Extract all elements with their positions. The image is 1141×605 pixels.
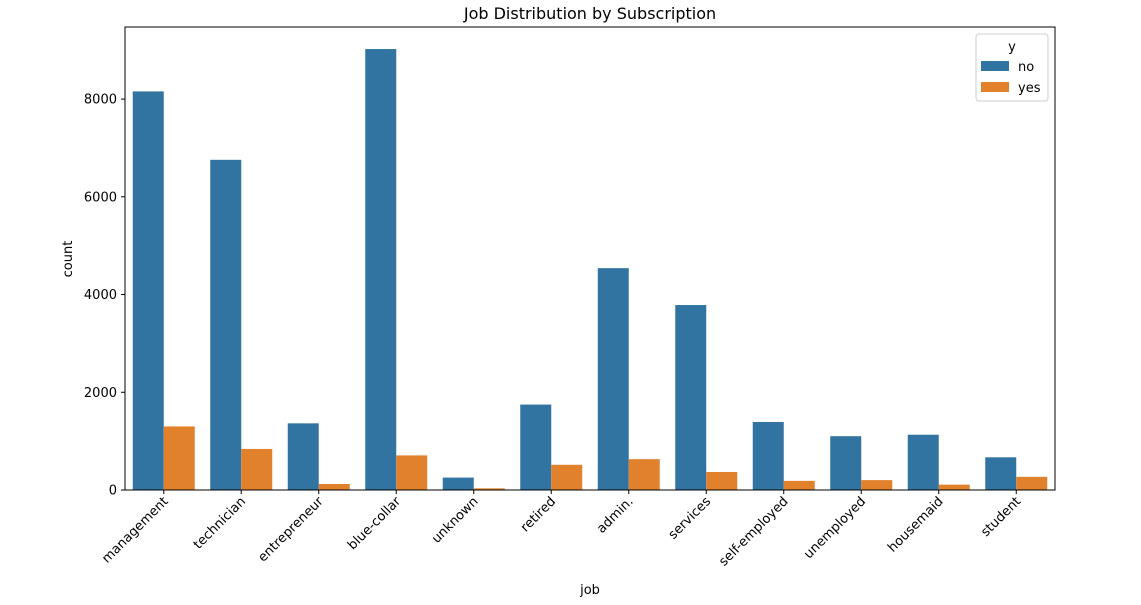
x-tick-label: student <box>978 494 1024 540</box>
bar-housemaid-yes <box>938 484 970 490</box>
legend-title: y <box>1008 40 1016 55</box>
bar-retired-no <box>520 404 552 490</box>
legend-label-yes: yes <box>1018 81 1041 96</box>
x-tick-label: unknown <box>429 494 481 546</box>
x-tick-label: unemployed <box>801 494 869 562</box>
y-tick-label: 8000 <box>84 93 117 108</box>
x-axis-label: job <box>579 583 600 598</box>
y-tick-label: 2000 <box>84 386 117 401</box>
y-tick-label: 6000 <box>84 190 117 205</box>
bar-group <box>132 49 1048 491</box>
bar-services-yes <box>706 471 738 490</box>
bar-retired-yes <box>551 464 583 490</box>
bar-entrepreneur-no <box>287 423 319 490</box>
bar-self-employed-no <box>752 421 784 490</box>
bar-management-yes <box>163 426 195 490</box>
x-tick-label: housemaid <box>885 494 946 555</box>
bar-admin.-yes <box>628 459 660 490</box>
bar-technician-no <box>210 159 242 490</box>
bar-unknown-yes <box>473 488 505 490</box>
bar-admin.-no <box>597 268 629 490</box>
legend: y no yes <box>975 33 1049 102</box>
legend-swatch-yes <box>981 82 1009 92</box>
x-tick-label: technician <box>191 494 249 552</box>
bar-unknown-no <box>442 477 474 490</box>
bar-housemaid-no <box>907 434 939 490</box>
plot-frame <box>124 26 1056 491</box>
x-axis: management technician entrepreneur blue-col… <box>99 490 1024 569</box>
bar-services-no <box>675 305 707 490</box>
legend-swatch-no <box>981 61 1009 71</box>
bar-management-no <box>132 91 164 491</box>
x-tick-label: admin. <box>594 494 636 536</box>
y-axis-label: count <box>61 241 76 278</box>
x-tick-label: self-employed <box>716 494 791 569</box>
x-tick-label: blue-collar <box>345 494 404 553</box>
bar-student-no <box>985 457 1017 490</box>
y-tick-label: 4000 <box>84 288 117 303</box>
bar-unemployed-no <box>830 436 862 490</box>
x-tick-label: entrepreneur <box>255 494 327 566</box>
y-tick-label: 0 <box>109 484 117 499</box>
bar-entrepreneur-yes <box>318 483 350 490</box>
bar-student-yes <box>1016 476 1048 490</box>
bar-blue-collar-yes <box>396 455 428 490</box>
x-tick-label: retired <box>518 494 559 535</box>
legend-label-no: no <box>1018 60 1034 75</box>
y-axis: 0 2000 4000 6000 8000 <box>84 93 125 499</box>
chart-title: Job Distribution by Subscription <box>463 4 716 23</box>
x-tick-label: services <box>666 494 714 542</box>
bar-self-employed-yes <box>783 480 815 490</box>
bar-unemployed-yes <box>861 480 893 490</box>
bar-blue-collar-no <box>365 49 397 490</box>
bar-technician-yes <box>241 448 273 490</box>
x-tick-label: management <box>99 494 171 566</box>
